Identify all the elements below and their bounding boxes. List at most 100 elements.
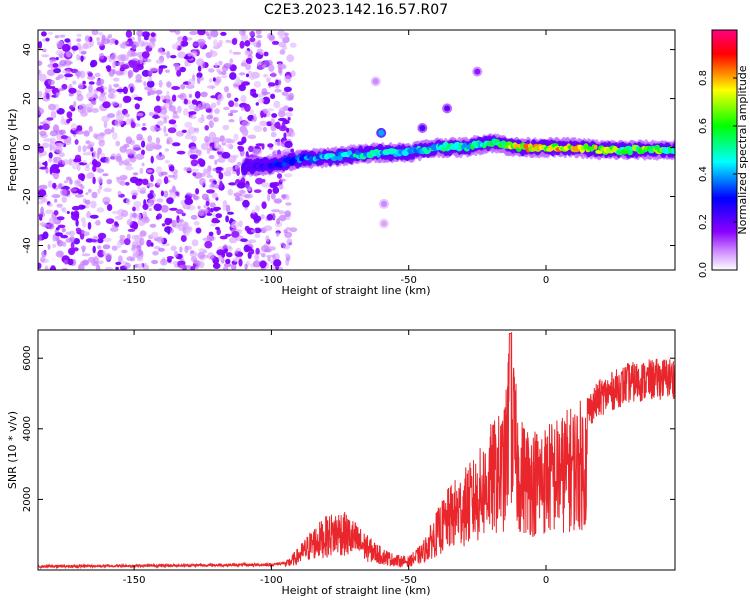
noise-blob: [223, 170, 232, 177]
noise-blob: [134, 103, 140, 110]
noise-blob: [171, 43, 179, 50]
noise-blob: [97, 176, 103, 184]
noise-blob: [285, 202, 292, 206]
noise-blob: [85, 103, 94, 110]
noise-blob: [129, 60, 138, 69]
noise-blob: [210, 95, 217, 99]
noise-blob: [110, 227, 119, 232]
noise-blob: [188, 93, 193, 98]
noise-blob: [195, 127, 200, 134]
noise-blob: [163, 117, 167, 124]
noise-blob: [160, 107, 168, 115]
noise-blob: [136, 112, 144, 117]
colorbar-tick-label: 0.8: [698, 70, 709, 86]
noise-blob: [200, 91, 208, 98]
noise-blob: [91, 159, 98, 166]
noise-blob: [65, 50, 72, 58]
noise-blob: [117, 54, 126, 62]
noise-blob: [238, 84, 246, 92]
noise-blob: [61, 196, 68, 203]
noise-blob: [263, 74, 268, 78]
noise-blob: [133, 96, 143, 101]
noise-blob: [41, 54, 50, 58]
noise-blob: [85, 203, 90, 209]
noise-blob: [220, 31, 227, 36]
noise-blob: [57, 74, 64, 79]
noise-blob: [177, 36, 184, 42]
noise-blob: [56, 40, 64, 49]
noise-blob: [57, 224, 66, 229]
noise-blob: [274, 88, 281, 93]
noise-blob: [98, 184, 103, 190]
noise-blob: [167, 227, 171, 235]
noise-blob: [183, 98, 188, 105]
noise-blob: [246, 227, 255, 235]
noise-blob: [153, 113, 159, 120]
noise-blob: [168, 119, 177, 125]
noise-blob: [60, 234, 69, 239]
noise-blob: [209, 146, 213, 152]
noise-blob: [177, 224, 185, 232]
noise-blob: [190, 214, 198, 220]
noise-blob: [196, 58, 204, 66]
noise-blob: [69, 230, 75, 237]
noise-blob: [262, 126, 267, 132]
noise-blob: [137, 34, 141, 43]
noise-blob: [117, 109, 122, 114]
noise-blob: [126, 256, 134, 261]
noise-blob: [245, 73, 250, 78]
noise-blob: [179, 40, 189, 47]
noise-blob: [127, 69, 134, 78]
noise-blob: [163, 176, 169, 185]
noise-blob: [88, 125, 93, 133]
noise-blob: [197, 30, 206, 36]
noise-blob: [79, 70, 86, 79]
noise-blob: [228, 182, 237, 186]
noise-blob: [38, 213, 43, 218]
noise-blob: [53, 68, 61, 74]
noise-blob: [254, 227, 262, 234]
noise-blob: [68, 158, 72, 166]
noise-blob: [216, 147, 224, 153]
noise-blob: [124, 262, 131, 269]
noise-blob: [163, 190, 169, 198]
noise-blob: [66, 111, 73, 119]
noise-blob: [206, 85, 216, 89]
figure-title: C2E3.2023.142.16.57.R07: [264, 2, 448, 18]
noise-blob: [74, 179, 82, 187]
noise-blob: [189, 154, 198, 160]
noise-blob: [198, 248, 206, 253]
noise-blob: [49, 130, 58, 137]
noise-blob: [209, 202, 216, 208]
noise-blob: [137, 185, 141, 193]
noise-blob: [266, 78, 271, 83]
noise-blob: [193, 259, 197, 265]
noise-blob: [45, 166, 49, 174]
noise-blob: [38, 166, 48, 170]
noise-blob: [115, 266, 119, 270]
noise-blob: [66, 118, 71, 124]
noise-blob: [254, 205, 261, 212]
noise-blob: [145, 33, 150, 38]
noise-blob: [166, 81, 172, 88]
noise-blob: [206, 136, 211, 141]
noise-blob: [197, 158, 204, 165]
noise-blob: [101, 38, 110, 45]
noise-blob: [96, 207, 105, 213]
noise-blob: [165, 98, 174, 105]
noise-blob: [281, 91, 289, 96]
noise-blob: [168, 165, 175, 172]
noise-blob: [61, 116, 65, 122]
noise-blob: [75, 227, 82, 233]
noise-blob: [183, 167, 192, 171]
noise-blob: [277, 67, 283, 74]
alias-point: [381, 200, 387, 207]
noise-blob: [52, 243, 57, 248]
noise-blob: [290, 148, 295, 153]
noise-blob: [74, 194, 84, 198]
noise-blob: [126, 233, 131, 240]
spectrogram-heatmap: [38, 30, 675, 270]
noise-blob: [238, 258, 243, 267]
noise-blob: [76, 93, 84, 102]
noise-blob: [248, 145, 254, 153]
